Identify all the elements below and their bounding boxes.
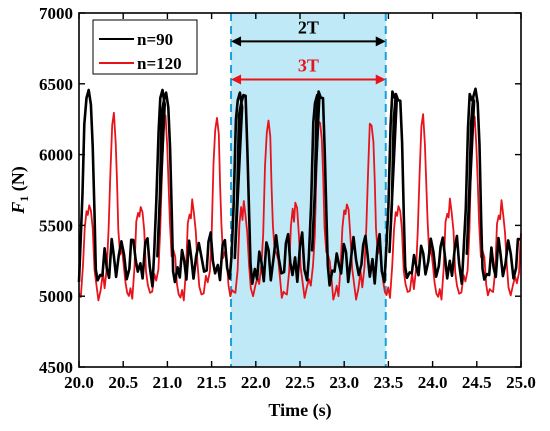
y-axis-ticks: 4500 5000 5500 6000 6500 7000 (39, 4, 521, 377)
arrowhead-left (231, 74, 242, 85)
x-tick-label: 23.0 (329, 373, 359, 392)
y-axis-title: F1 (N) (8, 166, 31, 215)
arrowhead-right (375, 36, 386, 47)
y-tick-label: 6000 (39, 146, 73, 165)
x-tick-label: 22.5 (285, 373, 315, 392)
highlight-band (230, 13, 387, 367)
y-axis-title-unit: (N) (8, 166, 29, 196)
x-axis-title: Time (s) (268, 400, 331, 421)
x-tick-label: 24.0 (418, 373, 448, 392)
period-annotations: 2T 3T (231, 17, 386, 85)
legend: n=90 n=120 (92, 19, 198, 75)
y-tick-label: 7000 (39, 4, 73, 23)
y-tick-label: 5500 (39, 216, 73, 235)
y-axis-title-subscript: 1 (17, 196, 31, 202)
x-tick-label: 22.0 (241, 373, 271, 392)
arrowhead-left (231, 36, 242, 47)
series-lines (77, 87, 522, 302)
x-tick-label: 24.5 (462, 373, 492, 392)
y-tick-label: 6500 (39, 75, 73, 94)
y-tick-label: 4500 (39, 358, 73, 377)
x-tick-label: 21.0 (153, 373, 183, 392)
legend-box (92, 19, 198, 75)
series-line-n90 (77, 87, 521, 288)
highlight-band-fill (231, 13, 386, 367)
legend-label-n120: n=120 (137, 54, 182, 73)
y-axis-title-symbol: F (8, 202, 28, 215)
annotation-label-3T: 3T (298, 56, 319, 76)
annotation-label-2T: 2T (298, 17, 319, 37)
x-tick-label: 20.0 (64, 373, 94, 392)
x-tick-label: 25.0 (506, 373, 536, 392)
legend-label-n90: n=90 (137, 30, 173, 49)
x-tick-label: 23.5 (374, 373, 404, 392)
arrowhead-right (375, 74, 386, 85)
x-tick-label: 21.5 (197, 373, 227, 392)
x-axis-ticks: 20.0 20.5 21.0 21.5 22.0 22.5 23.0 23.5 24.0 24.5… (64, 13, 536, 392)
y-tick-label: 5000 (39, 287, 73, 306)
x-tick-label: 20.5 (108, 373, 138, 392)
